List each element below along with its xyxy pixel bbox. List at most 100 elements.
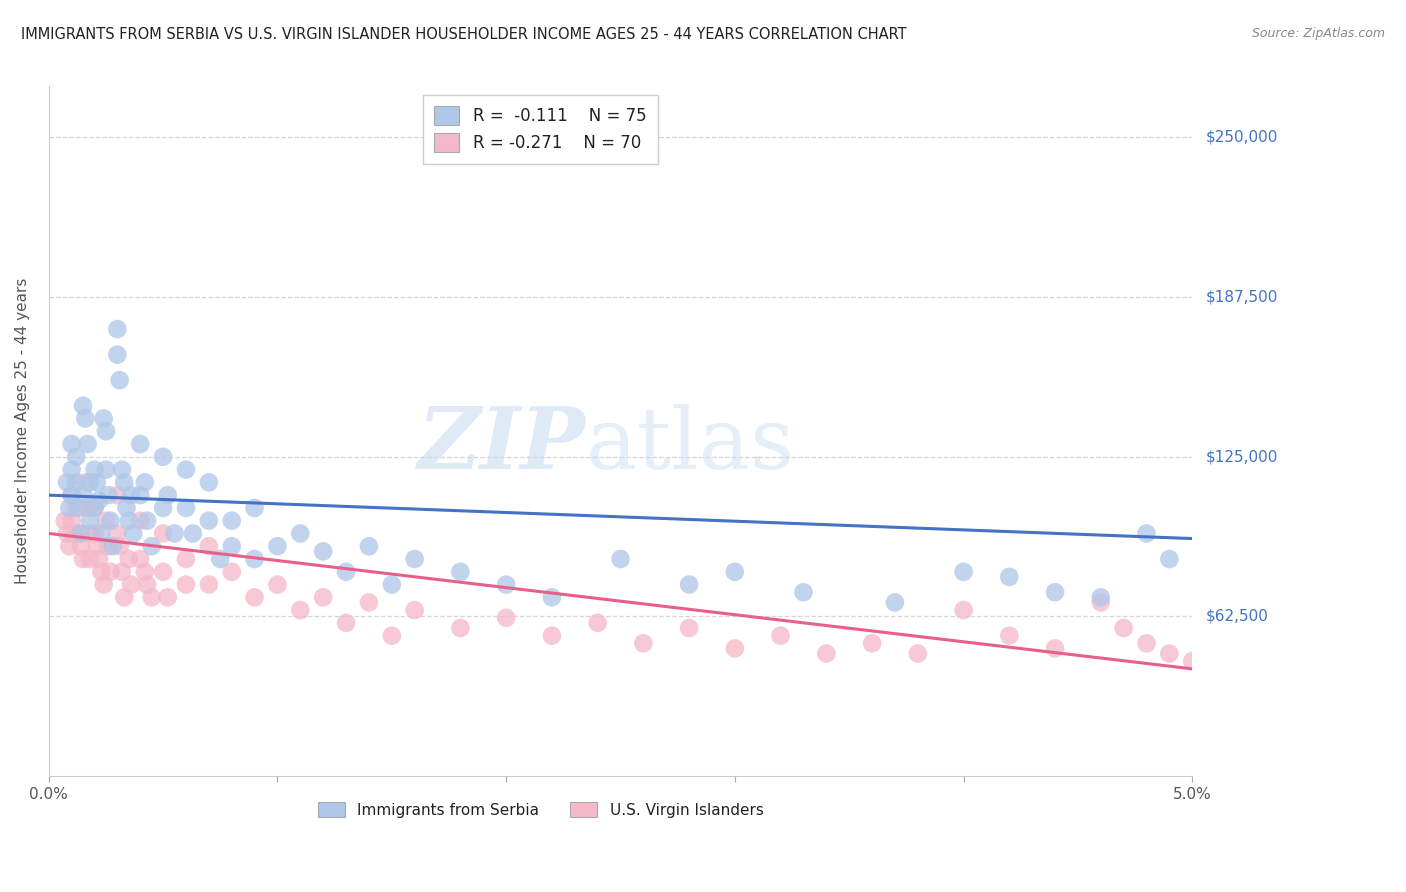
Point [56,475,79,490]
Point [56,526,79,541]
Point [1112,621,1135,635]
Point [69,526,91,541]
Point [120,488,142,502]
Point [243,552,266,566]
Point [198,577,221,591]
Point [266,577,288,591]
Point [678,577,700,591]
Point [404,603,426,617]
Point [105,348,128,362]
Point [678,621,700,635]
Point [404,552,426,566]
Point [83,500,105,515]
Point [94,462,117,476]
Point [65,450,87,464]
Point [87,493,110,508]
Point [58,500,80,515]
Point [60,514,83,528]
Point [90,565,112,579]
Text: IMMIGRANTS FROM SERBIA VS U.S. VIRGIN ISLANDER HOUSEHOLDER INCOME AGES 25 - 44 Y: IMMIGRANTS FROM SERBIA VS U.S. VIRGIN IS… [21,27,907,42]
Point [198,539,221,553]
Point [129,437,152,451]
Point [101,539,124,553]
Point [112,475,135,490]
Point [174,500,197,515]
Point [118,552,141,566]
Text: $62,500: $62,500 [1206,609,1270,624]
Text: Source: ZipAtlas.com: Source: ZipAtlas.com [1251,27,1385,40]
Point [609,552,631,566]
Point [1090,595,1112,609]
Point [243,500,266,515]
Point [221,565,243,579]
Point [998,570,1021,584]
Point [1090,591,1112,605]
Point [60,488,83,502]
Point [94,514,117,528]
Point [129,514,152,528]
Point [63,526,86,541]
Point [312,591,335,605]
Point [221,539,243,553]
Point [83,462,105,476]
Point [134,475,156,490]
Point [152,565,174,579]
Point [381,577,404,591]
Point [357,595,380,609]
Point [79,514,101,528]
Point [87,552,110,566]
Point [65,475,87,490]
Point [141,539,163,553]
Point [129,552,152,566]
Point [111,462,134,476]
Point [53,514,76,528]
Point [312,544,335,558]
Point [495,611,517,625]
Point [586,615,609,630]
Point [58,539,80,553]
Point [174,462,197,476]
Point [1043,585,1066,599]
Point [108,373,131,387]
Point [111,565,134,579]
Point [769,629,792,643]
Point [75,411,97,425]
Point [86,475,108,490]
Point [76,500,98,515]
Point [72,488,94,502]
Point [129,488,152,502]
Point [541,629,564,643]
Point [120,577,142,591]
Point [860,636,883,650]
Point [93,577,115,591]
Point [1135,636,1157,650]
Point [105,488,128,502]
Point [181,526,204,541]
Text: $187,500: $187,500 [1206,290,1278,305]
Point [105,322,128,336]
Point [381,629,404,643]
Point [67,526,90,541]
Point [290,526,312,541]
Point [100,514,122,528]
Point [174,577,197,591]
Point [79,526,101,541]
Point [83,526,105,541]
Point [1181,654,1204,668]
Point [952,565,974,579]
Text: atlas: atlas [586,403,796,487]
Point [136,514,159,528]
Point [79,552,101,566]
Point [72,552,94,566]
Point [60,462,83,476]
Point [141,591,163,605]
Point [100,565,122,579]
Point [156,591,179,605]
Point [449,565,471,579]
Text: $250,000: $250,000 [1206,130,1278,145]
Point [998,629,1021,643]
Point [815,647,838,661]
Text: ZIP: ZIP [419,403,586,487]
Point [76,437,98,451]
Point [335,615,357,630]
